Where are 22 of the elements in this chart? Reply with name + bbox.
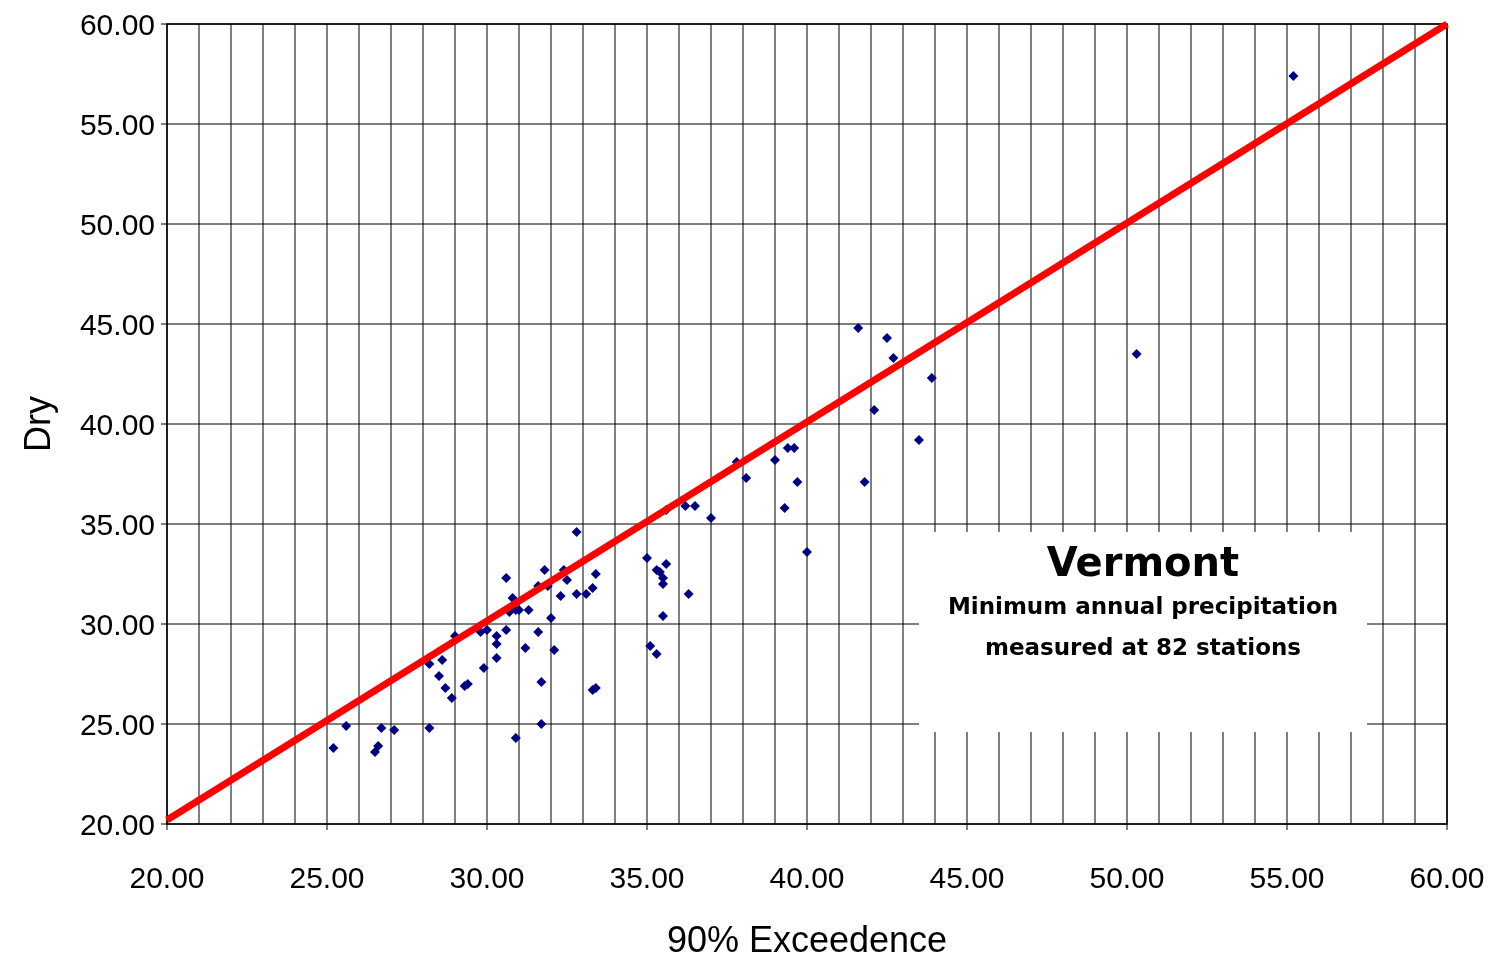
y-tick-label: 55.00 bbox=[79, 107, 155, 141]
y-tick-label: 25.00 bbox=[79, 707, 155, 741]
y-tick-label: 30.00 bbox=[79, 607, 155, 641]
y-tick-label: 20.00 bbox=[79, 807, 155, 841]
y-axis-title: Dry bbox=[17, 396, 58, 452]
x-tick-label: 40.00 bbox=[769, 861, 845, 894]
x-tick-label: 55.00 bbox=[1249, 861, 1325, 894]
x-tick-label: 50.00 bbox=[1089, 861, 1165, 894]
x-tick-label: 20.00 bbox=[129, 861, 205, 894]
x-axis-title: 90% Exceedence bbox=[666, 919, 948, 960]
x-tick-label: 30.00 bbox=[449, 861, 525, 894]
y-tick-label: 60.00 bbox=[79, 7, 155, 41]
text: Minimum annual precipitation measured at 82 stations bbox=[947, 593, 1339, 660]
y-tick-label: 35.00 bbox=[79, 507, 155, 541]
x-tick-label: 60.00 bbox=[1409, 861, 1485, 894]
x-tick-label: 25.00 bbox=[289, 861, 365, 894]
x-tick-label: 35.00 bbox=[609, 861, 685, 894]
y-tick-label: 45.00 bbox=[79, 307, 155, 341]
text: Vermont bbox=[1046, 539, 1240, 585]
y-tick-label: 50.00 bbox=[79, 207, 155, 241]
y-tick-label: 40.00 bbox=[79, 407, 155, 441]
x-tick-label: 45.00 bbox=[929, 861, 1005, 894]
